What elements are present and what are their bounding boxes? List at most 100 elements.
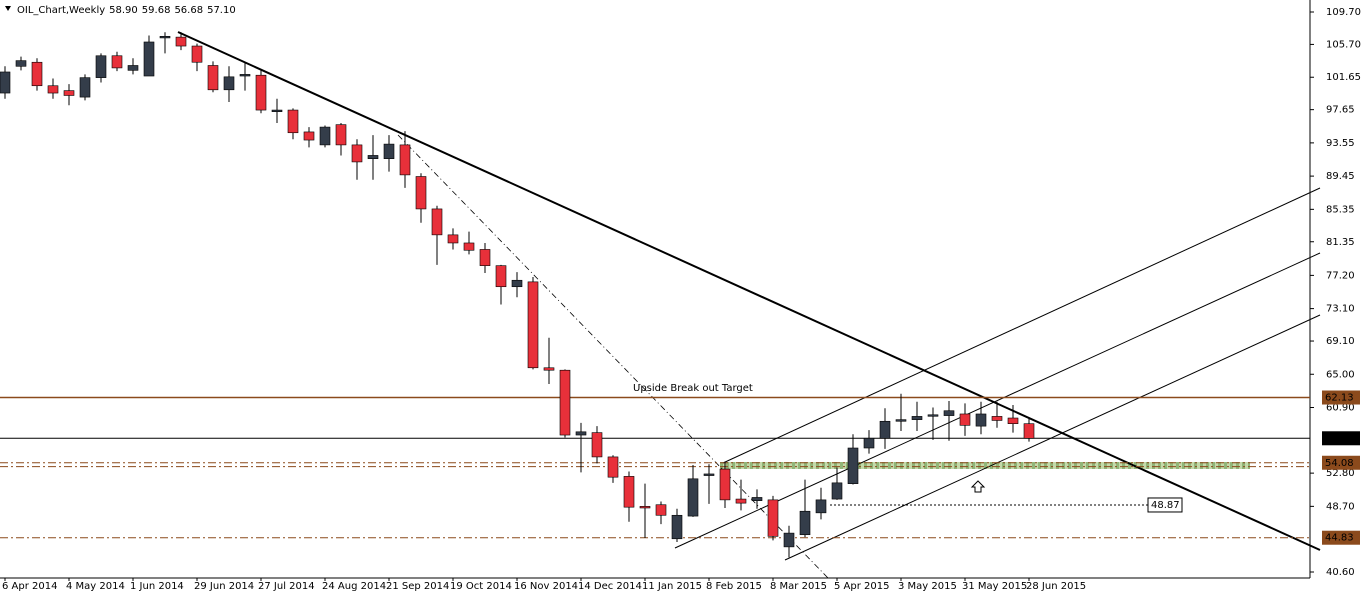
- y-tick-label: 97.65: [1326, 105, 1355, 116]
- x-tick-label: 21 Sep 2014: [386, 581, 449, 592]
- x-tick-label: 16 Nov 2014: [514, 581, 578, 592]
- quote-value: 58.90: [109, 5, 138, 16]
- candle-body: [879, 420, 891, 439]
- candle-body: [127, 65, 139, 71]
- channel-line: [722, 187, 1321, 464]
- candle-body: [239, 74, 251, 77]
- x-tick-label: 5 Apr 2015: [834, 581, 889, 592]
- y-tick-label: 85.35: [1326, 204, 1355, 215]
- candle-body: [927, 414, 939, 417]
- x-tick-label: 27 Jul 2014: [258, 581, 315, 592]
- annotation: Upside Break out Target: [633, 383, 753, 394]
- candle-body: [431, 208, 443, 236]
- x-tick-label: 4 May 2014: [66, 581, 125, 592]
- y-tick-label: 81.35: [1326, 237, 1355, 248]
- marker-box: [1147, 497, 1183, 513]
- candle-body: [383, 143, 395, 159]
- marker-label: 48.87: [1151, 500, 1180, 511]
- level-label: 62.13: [1325, 393, 1354, 404]
- candle-body: [207, 65, 219, 91]
- y-tick-label: 40.60: [1326, 567, 1355, 578]
- level-label: 57.10: [1325, 433, 1354, 444]
- candle-body: [95, 55, 107, 78]
- y-tick-label: 101.65: [1326, 72, 1361, 83]
- level-label-box: [1322, 455, 1360, 470]
- y-tick-label: 69.10: [1326, 336, 1355, 347]
- candle-body: [495, 265, 507, 288]
- candle-body: [271, 109, 283, 112]
- candle-body: [863, 437, 875, 449]
- x-tick-label: 28 Jun 2015: [1026, 581, 1086, 592]
- candle-body: [655, 504, 667, 516]
- y-tick-label: 60.90: [1326, 402, 1355, 413]
- candle-body: [751, 497, 763, 501]
- candle-body: [111, 55, 123, 69]
- quote-value: 56.68: [174, 5, 203, 16]
- x-tick-label: 8 Mar 2015: [770, 581, 827, 592]
- chart-header: OIL_Chart,Weekly 58.90 59.68 56.68 57.10: [17, 5, 236, 16]
- candle-body: [895, 419, 907, 422]
- candle-body: [559, 369, 571, 436]
- symbol: OIL_Chart,Weekly: [17, 5, 105, 16]
- y-tick-label: 77.20: [1326, 270, 1355, 281]
- level-label: 44.83: [1325, 533, 1354, 544]
- candle-body: [143, 41, 155, 77]
- y-tick-label: 89.45: [1326, 171, 1355, 182]
- candle-body: [159, 36, 171, 39]
- x-tick-label: 14 Dec 2014: [578, 581, 642, 592]
- candle-body: [303, 131, 315, 141]
- candle-body: [0, 71, 11, 94]
- x-tick-label: 29 Jun 2014: [194, 581, 254, 592]
- y-tick-label: 93.55: [1326, 138, 1355, 149]
- x-tick-label: 19 Oct 2014: [450, 581, 512, 592]
- candle-body: [351, 144, 363, 163]
- candle-body: [479, 249, 491, 266]
- y-tick-label: 65.00: [1326, 369, 1355, 380]
- candle-body: [799, 510, 811, 536]
- candle-body: [639, 506, 651, 509]
- candle-body: [287, 109, 299, 134]
- candle-body: [223, 76, 235, 91]
- trend-line: [177, 31, 1321, 551]
- candle-body: [463, 242, 475, 251]
- candle-body: [735, 498, 747, 504]
- channel-line: [674, 252, 1321, 549]
- level-label-box: [1322, 431, 1360, 446]
- candle-body: [31, 61, 43, 87]
- candle-body: [191, 45, 203, 63]
- candle-body: [591, 432, 603, 458]
- menu-triangle: [5, 6, 11, 11]
- candle-body: [335, 124, 347, 146]
- x-tick-label: 3 May 2015: [898, 581, 957, 592]
- candle-body: [175, 36, 187, 47]
- candle-body: [367, 155, 379, 159]
- candle-body: [815, 499, 827, 514]
- candle-body: [255, 74, 267, 111]
- arrow-icon: [970, 480, 986, 493]
- trend-line: [397, 134, 829, 579]
- candle-body: [511, 279, 523, 288]
- candle-body: [543, 367, 555, 371]
- y-tick-label: 48.70: [1326, 501, 1355, 512]
- candle-body: [911, 416, 923, 420]
- candle-body: [719, 468, 731, 501]
- candle-body: [783, 532, 795, 548]
- level-label: 54.08: [1325, 458, 1354, 469]
- level-label-box: [1322, 390, 1360, 405]
- x-tick-label: 24 Aug 2014: [322, 581, 386, 592]
- quote-value: 57.10: [207, 5, 236, 16]
- candle-body: [79, 77, 91, 98]
- y-tick-label: 109.70: [1326, 7, 1361, 18]
- candle-body: [1023, 423, 1035, 439]
- candle-body: [671, 514, 683, 540]
- x-tick-label: 31 May 2015: [962, 581, 1027, 592]
- candle-body: [943, 410, 955, 416]
- candle-body: [767, 499, 779, 537]
- candle-body: [15, 60, 27, 67]
- x-tick-label: 6 Apr 2014: [2, 581, 57, 592]
- candle-body: [447, 234, 459, 244]
- candle-body: [415, 176, 427, 210]
- candle-body: [959, 413, 971, 426]
